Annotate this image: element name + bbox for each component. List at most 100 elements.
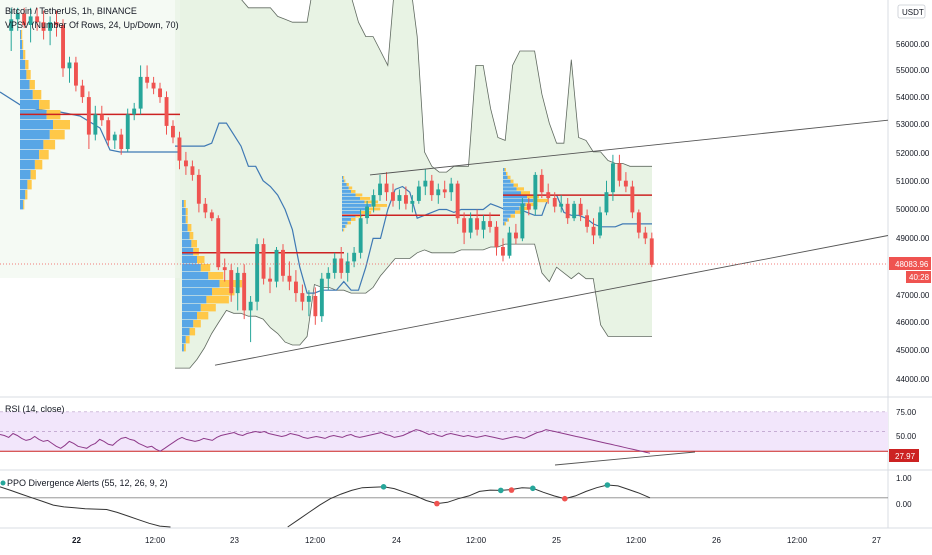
time-tick-label: 12:00: [305, 536, 326, 545]
candle-body: [623, 180, 628, 187]
vpsv-envelope: [0, 0, 652, 369]
trendlines[interactable]: [214, 119, 889, 366]
candle-body: [352, 252, 357, 262]
currency-selector[interactable]: [897, 4, 926, 19]
candle-body: [145, 76, 150, 83]
candle-body: [384, 183, 389, 193]
last-price-value: 48083.96: [895, 260, 929, 269]
candle-body: [281, 249, 285, 276]
ppo-divergence-marker: [380, 484, 387, 490]
candle-body: [481, 221, 486, 230]
volume-profile-bar-up: [20, 70, 27, 80]
rsi-legend[interactable]: RSI (14, close): [5, 404, 65, 414]
volume-profile-bar-up: [503, 202, 526, 207]
volume-profile-bar-up: [342, 204, 372, 207]
ppo-legend[interactable]: PPO Divergence Alerts (55, 12, 26, 9, 2): [7, 478, 168, 488]
candle-body: [15, 13, 20, 20]
candle-body: [371, 195, 376, 207]
candle-body: [546, 192, 551, 198]
price-axis[interactable]: 56000.00 55000.00 54000.00 53000.00 5200…: [889, 40, 931, 384]
volume-profile-bar-down: [348, 186, 353, 190]
price-tick-label: 54000.00: [896, 93, 930, 102]
last-price-badge: [889, 257, 931, 270]
candle-body: [48, 22, 52, 31]
volume-profile-bar-down: [344, 179, 346, 183]
candle-body: [539, 174, 544, 193]
volume-profile-bar-down: [23, 200, 25, 210]
candle-body: [255, 244, 260, 302]
candle-body: [306, 296, 311, 302]
ppo-line: [287, 484, 651, 528]
volume-profile-bar-up: [342, 179, 345, 183]
candle-body: [119, 134, 124, 149]
volume-profile-bar-down: [185, 208, 188, 216]
candle-body: [501, 247, 505, 256]
volume-profile-bar-up: [20, 120, 53, 130]
volume-profile-bar-up: [20, 30, 22, 40]
candle-body: [585, 215, 589, 227]
volume-profile-bar-up: [20, 100, 40, 110]
volume-profile-bar-down: [351, 190, 356, 193]
time-tick-label: 22: [72, 536, 81, 545]
candle-body: [164, 97, 169, 126]
volume-profile-bar-down: [345, 225, 347, 228]
volume-profile-bar-up: [182, 256, 197, 264]
volume-profile-bar-down: [197, 312, 209, 320]
time-tick-label: 12:00: [466, 536, 487, 545]
ppo-axis[interactable]: 1.00 0.00: [896, 474, 912, 509]
volume-profile-bar-down: [533, 198, 548, 203]
candle-body: [526, 203, 531, 210]
candle-body: [332, 258, 337, 273]
time-axis[interactable]: 22 12:00 23 12:00 24 12:00 25 12:00 26 1…: [72, 536, 881, 545]
volume-profile-bar-up: [342, 193, 356, 197]
volume-profile-bar-down: [34, 160, 43, 170]
candle-body: [339, 258, 344, 273]
volume-profile-bar-up: [342, 221, 348, 225]
volume-profile-bar-up: [503, 210, 515, 214]
candle-body: [598, 212, 602, 236]
price-tick-label: 55000.00: [896, 66, 930, 75]
candle-body: [449, 183, 454, 193]
time-tick-label: 12:00: [787, 536, 808, 545]
volume-profile-bar-up: [503, 195, 527, 199]
candle-body: [235, 272, 240, 294]
rsi-axis[interactable]: 75.00 50.00 27.97: [889, 408, 919, 462]
ppo-tick-label: 0.00: [896, 500, 912, 509]
volume-profile-bar-down: [206, 296, 229, 304]
candle-body: [636, 212, 641, 233]
volume-profile-bar-down: [525, 202, 538, 207]
volume-profile-bar-up: [503, 191, 521, 195]
candle-body: [203, 203, 208, 213]
symbol-title[interactable]: Bitcoin / TetherUS, 1h, BINANCE: [5, 6, 137, 16]
volume-profile-bar-up: [342, 200, 365, 204]
volume-profile-bar-up: [342, 211, 362, 214]
volume-profile-bar-up: [20, 150, 40, 160]
volume-profile-bar-up: [182, 240, 192, 248]
candle-body: [391, 192, 395, 201]
candle-body: [22, 13, 27, 25]
volume-profile-bar-up: [342, 183, 347, 186]
volume-profile-bar-up: [503, 183, 514, 187]
volume-profile-bar-up: [182, 248, 194, 256]
indicator-legend[interactable]: VPSV (Number Of Rows, 24, Up/Down, 70): [5, 20, 179, 30]
candle-body: [436, 189, 441, 196]
volume-profile-bar-down: [360, 197, 371, 200]
volume-profile-bar-down: [200, 264, 211, 272]
candle-body: [196, 174, 201, 204]
volume-profile-bar-down: [185, 336, 190, 344]
candle-body: [209, 212, 214, 219]
rsi-tick-label: 75.00: [896, 408, 917, 417]
ppo-status-icon: [0, 480, 6, 486]
candle-body: [468, 218, 473, 233]
candle-body: [397, 195, 402, 201]
price-tick-label: 46000.00: [896, 318, 930, 327]
volume-profile-bar-up: [20, 200, 24, 210]
volume-profile-bar-down: [507, 218, 509, 222]
volume-profile-bar-down: [183, 200, 186, 208]
candle-body: [93, 114, 98, 135]
volume-profile-bar-up: [503, 198, 533, 203]
price-tick-label: 56000.00: [896, 40, 930, 49]
envelope-lower-line: [175, 243, 652, 369]
volume-profile-bar-down: [189, 232, 194, 240]
